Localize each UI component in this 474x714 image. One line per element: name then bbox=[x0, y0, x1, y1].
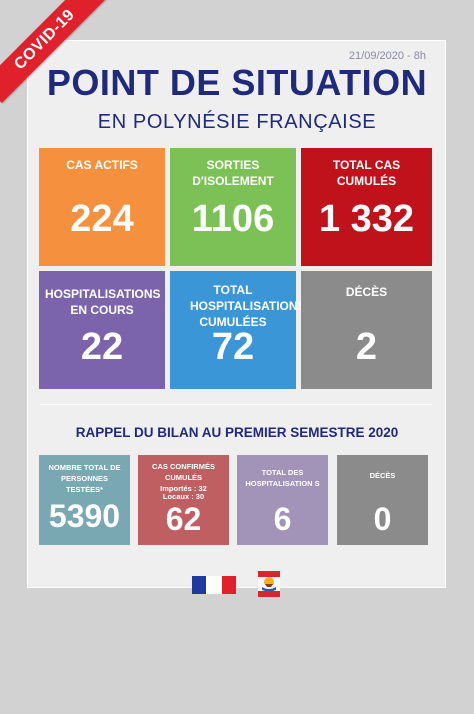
tile-cas-confirmes: CAS CONFIRMÉS CUMULÉS Importés : 32 Loca… bbox=[138, 455, 229, 545]
french-republic-flag-icon bbox=[192, 576, 236, 594]
tile-label: NOMBRE TOTAL DE PERSONNES TESTÉES* bbox=[48, 463, 121, 494]
tile-deces-s1: DÉCÈS 0 bbox=[337, 455, 428, 545]
tile-label: TOTAL DES HOSPITALISATION S bbox=[245, 468, 320, 488]
tile-value: 62 bbox=[165, 501, 202, 537]
recall-title: RAPPEL DU BILAN AU PREMIER SEMESTRE 2020 bbox=[75, 425, 399, 440]
page-title: POINT DE SITUATION bbox=[46, 62, 428, 103]
tile-label: CAS CONFIRMÉS CUMULÉS bbox=[152, 462, 215, 482]
tile-hospitalisations-en-cours: HOSPITALISATIONS EN COURS 22 bbox=[39, 271, 165, 389]
tile-value: 2 bbox=[355, 326, 378, 368]
tile-label: CAS ACTIFS bbox=[66, 158, 138, 172]
tile-value: 1106 bbox=[191, 198, 275, 240]
tile-personnes-testees: NOMBRE TOTAL DE PERSONNES TESTÉES* 5390 bbox=[39, 455, 130, 545]
date-label: 21/09/2020 - 8h bbox=[348, 50, 426, 62]
tile-value: 72 bbox=[211, 326, 255, 368]
tile-value: 22 bbox=[80, 326, 124, 368]
tile-sorties-isolement: SORTIES D'ISOLEMENT 1106 bbox=[170, 148, 296, 266]
page-subtitle: EN POLYNÉSIE FRANÇAISE bbox=[97, 111, 377, 133]
french-polynesia-emblem-icon bbox=[258, 571, 280, 597]
tile-deces: DÉCÈS 2 bbox=[301, 271, 432, 389]
tile-label: DÉCÈS bbox=[369, 471, 396, 480]
tile-label: DÉCÈS bbox=[345, 285, 388, 299]
tile-label: HOSPITALISATIONS EN COURS bbox=[45, 287, 161, 317]
tile-sub-local: Locaux : 30 bbox=[162, 492, 205, 501]
tile-total-hospitalisations-s1: TOTAL DES HOSPITALISATION S 6 bbox=[237, 455, 328, 545]
tile-sub-imported: Importés : 32 bbox=[160, 484, 207, 493]
tile-label: SORTIES D'ISOLEMENT bbox=[192, 158, 274, 188]
divider bbox=[40, 404, 432, 405]
tile-value: 1 332 bbox=[318, 198, 415, 240]
tile-total-cas: TOTAL CAS CUMULÉS 1 332 bbox=[301, 148, 432, 266]
tile-value: 5390 bbox=[48, 498, 121, 534]
tile-value: 224 bbox=[70, 198, 134, 240]
tile-value: 0 bbox=[373, 501, 392, 537]
tile-cas-actifs: CAS ACTIFS 224 bbox=[39, 148, 165, 266]
tile-label: TOTAL CAS CUMULÉS bbox=[332, 158, 401, 188]
tile-total-hospitalisations: TOTAL HOSPITALISATIONS CUMULÉES 72 bbox=[170, 271, 306, 389]
tile-label: TOTAL HOSPITALISATIONS CUMULÉES bbox=[190, 283, 306, 329]
tile-value: 6 bbox=[273, 501, 292, 537]
